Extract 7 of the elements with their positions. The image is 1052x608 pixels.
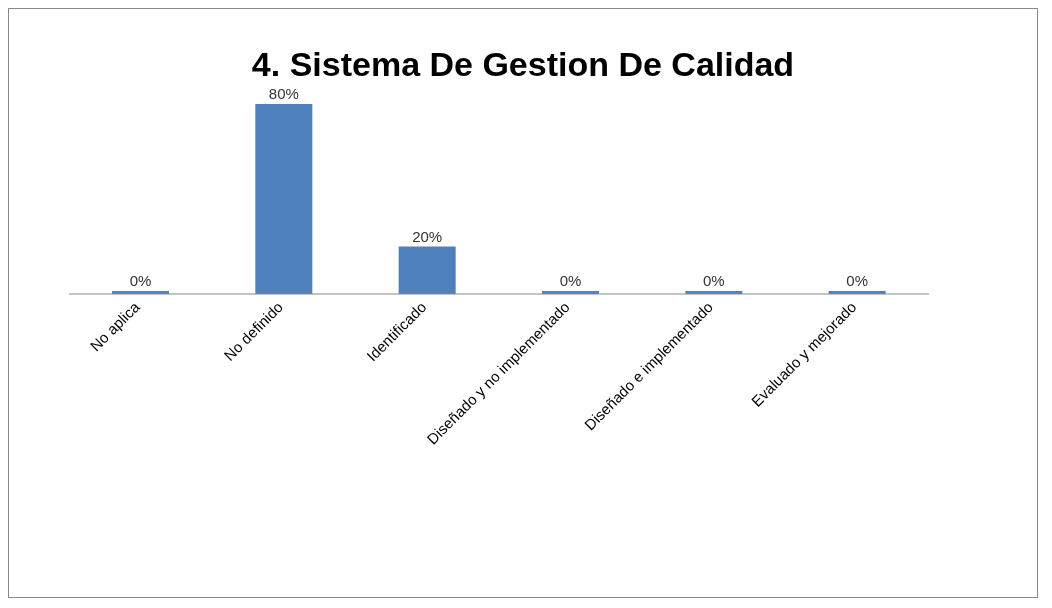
data-label: 20% (412, 227, 443, 245)
data-label: 0% (559, 272, 582, 289)
data-label: 0% (702, 272, 725, 289)
chart-title: 4. Sistema De Gestion De Calidad (250, 45, 796, 84)
data-label: 0% (846, 272, 869, 289)
data-label: 0% (129, 272, 152, 289)
data-label: 80% (268, 85, 299, 102)
